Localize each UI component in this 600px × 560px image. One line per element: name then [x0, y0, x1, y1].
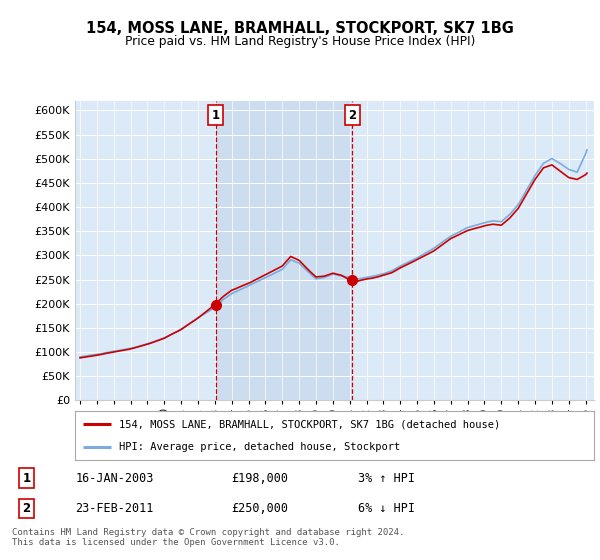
Text: 1: 1: [22, 472, 31, 485]
Text: Price paid vs. HM Land Registry's House Price Index (HPI): Price paid vs. HM Land Registry's House …: [125, 35, 475, 48]
Text: 3% ↑ HPI: 3% ↑ HPI: [358, 472, 415, 485]
Text: 154, MOSS LANE, BRAMHALL, STOCKPORT, SK7 1BG (detached house): 154, MOSS LANE, BRAMHALL, STOCKPORT, SK7…: [119, 419, 500, 430]
Text: HPI: Average price, detached house, Stockport: HPI: Average price, detached house, Stoc…: [119, 442, 400, 452]
Text: 154, MOSS LANE, BRAMHALL, STOCKPORT, SK7 1BG: 154, MOSS LANE, BRAMHALL, STOCKPORT, SK7…: [86, 21, 514, 36]
Text: £250,000: £250,000: [231, 502, 288, 515]
Text: Contains HM Land Registry data © Crown copyright and database right 2024.
This d: Contains HM Land Registry data © Crown c…: [12, 528, 404, 547]
Text: £198,000: £198,000: [231, 472, 288, 485]
Text: 23-FEB-2011: 23-FEB-2011: [76, 502, 154, 515]
Text: 6% ↓ HPI: 6% ↓ HPI: [358, 502, 415, 515]
Text: 1: 1: [211, 109, 220, 122]
Text: 2: 2: [22, 502, 31, 515]
Bar: [215, 101, 352, 400]
Text: 16-JAN-2003: 16-JAN-2003: [76, 472, 154, 485]
Text: 2: 2: [348, 109, 356, 122]
